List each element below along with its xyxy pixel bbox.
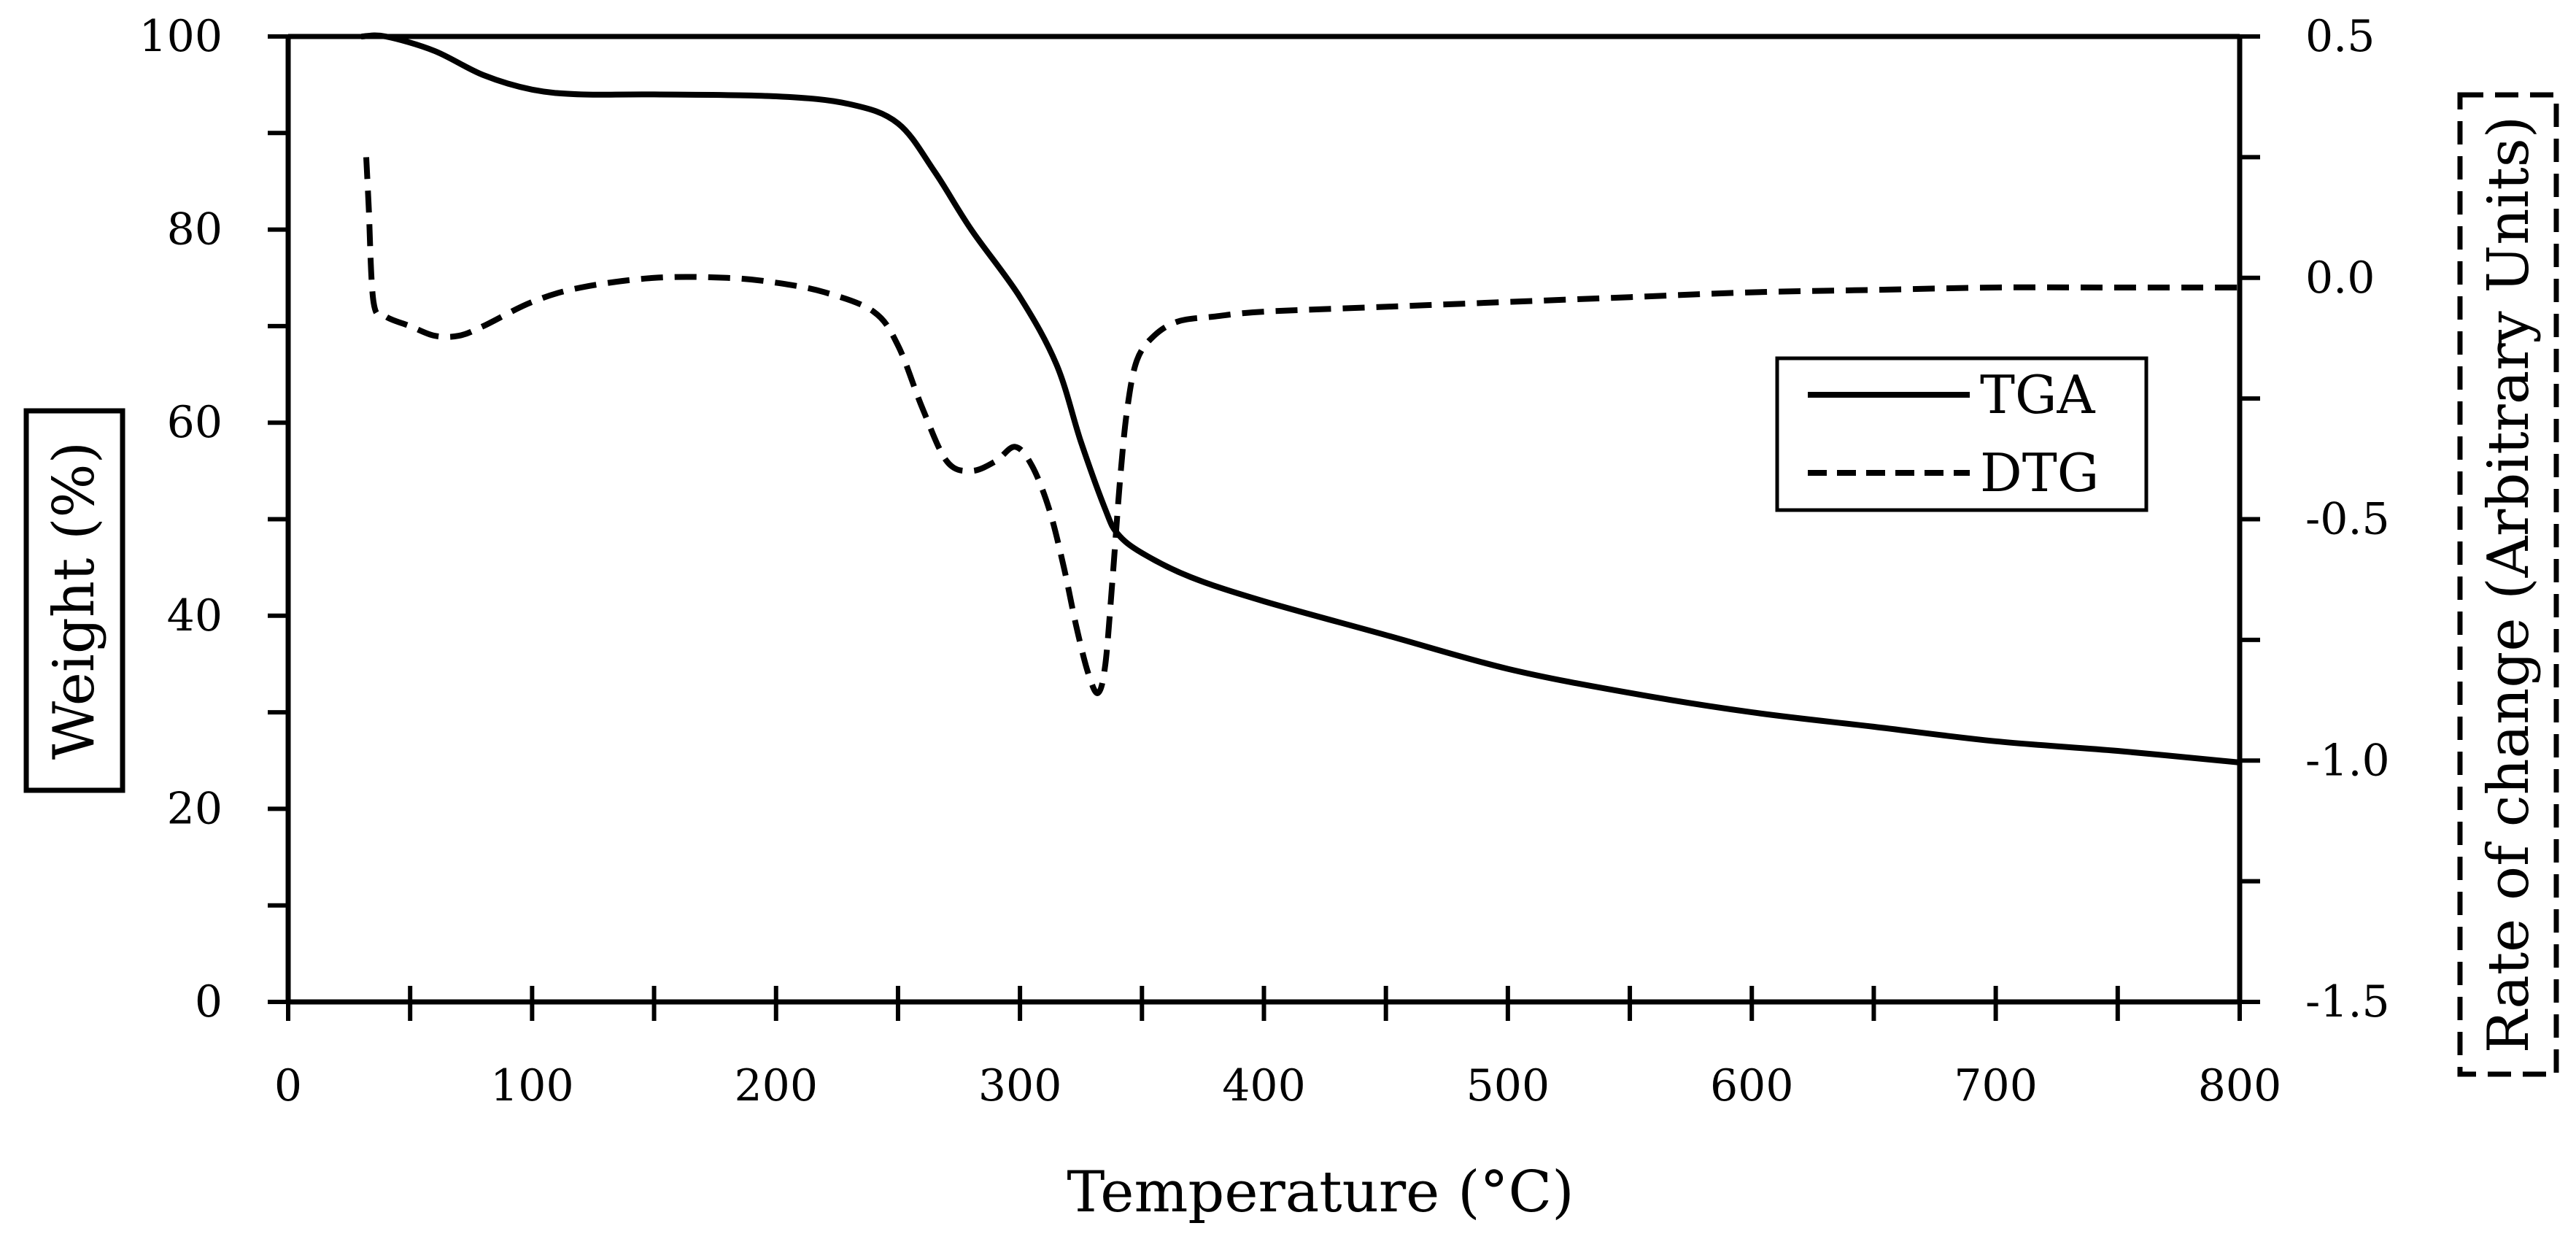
x-tick-label: 300 — [978, 1060, 1062, 1111]
x-tick-label: 700 — [1954, 1060, 2038, 1111]
legend-tga-label: TGA — [1980, 364, 2096, 425]
x-tick-label: 800 — [2198, 1060, 2282, 1111]
y-axis-title: Weight (%) — [42, 441, 107, 760]
y-left-tick-label: 100 — [139, 11, 223, 62]
y2-axis-title: Rate of change (Arbitrary Units) — [2476, 116, 2542, 1053]
y-right-tick-label: -1.0 — [2305, 735, 2390, 786]
x-axis-title: Temperature (°C) — [1067, 1160, 1574, 1225]
series-layer — [361, 32, 2240, 765]
series-dtg-line — [363, 157, 2240, 696]
y-right-tick-label: 0.0 — [2305, 252, 2375, 304]
y-left-axis: 0 20 40 60 80 100 — [139, 11, 288, 1027]
y2-axis-title-box — [2457, 92, 2559, 1077]
y-left-tick-label: 0 — [195, 976, 223, 1027]
x-tick-label: 600 — [1710, 1060, 1794, 1111]
y-right-tick-label: 0.5 — [2305, 11, 2375, 62]
x-tick-label: 200 — [734, 1060, 818, 1111]
y-right-tick-label: -1.5 — [2305, 976, 2390, 1027]
legend-dtg-label: DTG — [1980, 442, 2099, 504]
series-tga-line — [361, 32, 2240, 765]
x-tick-label: 100 — [490, 1060, 574, 1111]
y-left-tick-label: 20 — [167, 783, 223, 834]
y-axis-title-box — [23, 408, 125, 793]
y-left-tick-label: 80 — [167, 204, 223, 255]
x-tick-label: 500 — [1466, 1060, 1550, 1111]
y-right-tick-label: -0.5 — [2305, 494, 2390, 545]
y-right-axis: -1.5 -1.0 -0.5 0.0 0.5 — [2240, 11, 2390, 1027]
legend: TGA DTG — [1775, 356, 2148, 512]
legend-box — [1775, 356, 2148, 512]
y-left-tick-label: 60 — [167, 397, 223, 448]
x-tick-label: 400 — [1222, 1060, 1306, 1111]
x-axis: 0 100 200 300 400 500 600 700 800 — [274, 986, 2281, 1111]
plot-frame — [285, 34, 2243, 1005]
y-left-tick-label: 40 — [167, 590, 223, 641]
x-tick-label: 0 — [274, 1060, 302, 1111]
